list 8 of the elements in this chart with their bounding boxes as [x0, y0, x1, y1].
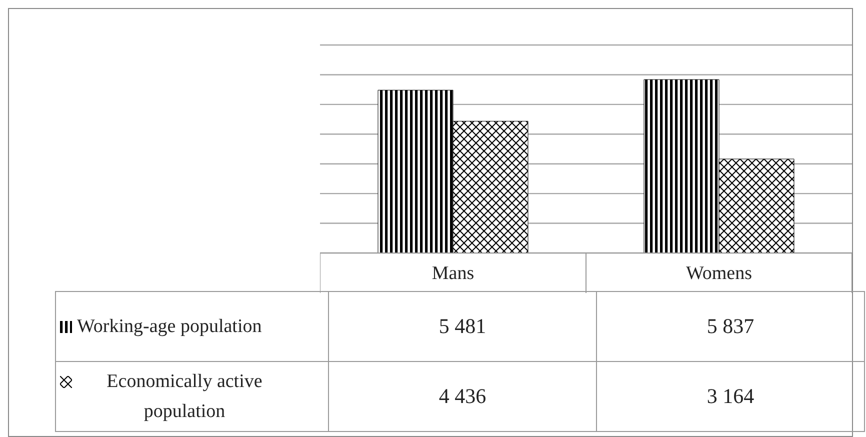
legend-label: Economically active population: [106, 370, 264, 424]
legend-label: Working-age population: [77, 314, 262, 338]
x-tick-label: Womens: [686, 263, 752, 284]
data-label: 5 481: [328, 292, 596, 362]
data-label: 5 837: [596, 292, 864, 362]
data-label: 3 164: [596, 362, 864, 432]
data-label: 4 436: [328, 362, 596, 432]
x-tick-label: Mans: [432, 263, 474, 284]
